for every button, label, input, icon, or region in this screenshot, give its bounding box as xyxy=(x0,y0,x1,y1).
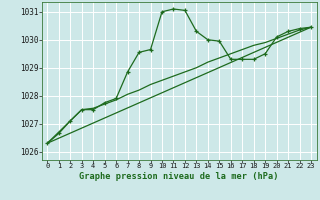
X-axis label: Graphe pression niveau de la mer (hPa): Graphe pression niveau de la mer (hPa) xyxy=(79,172,279,181)
